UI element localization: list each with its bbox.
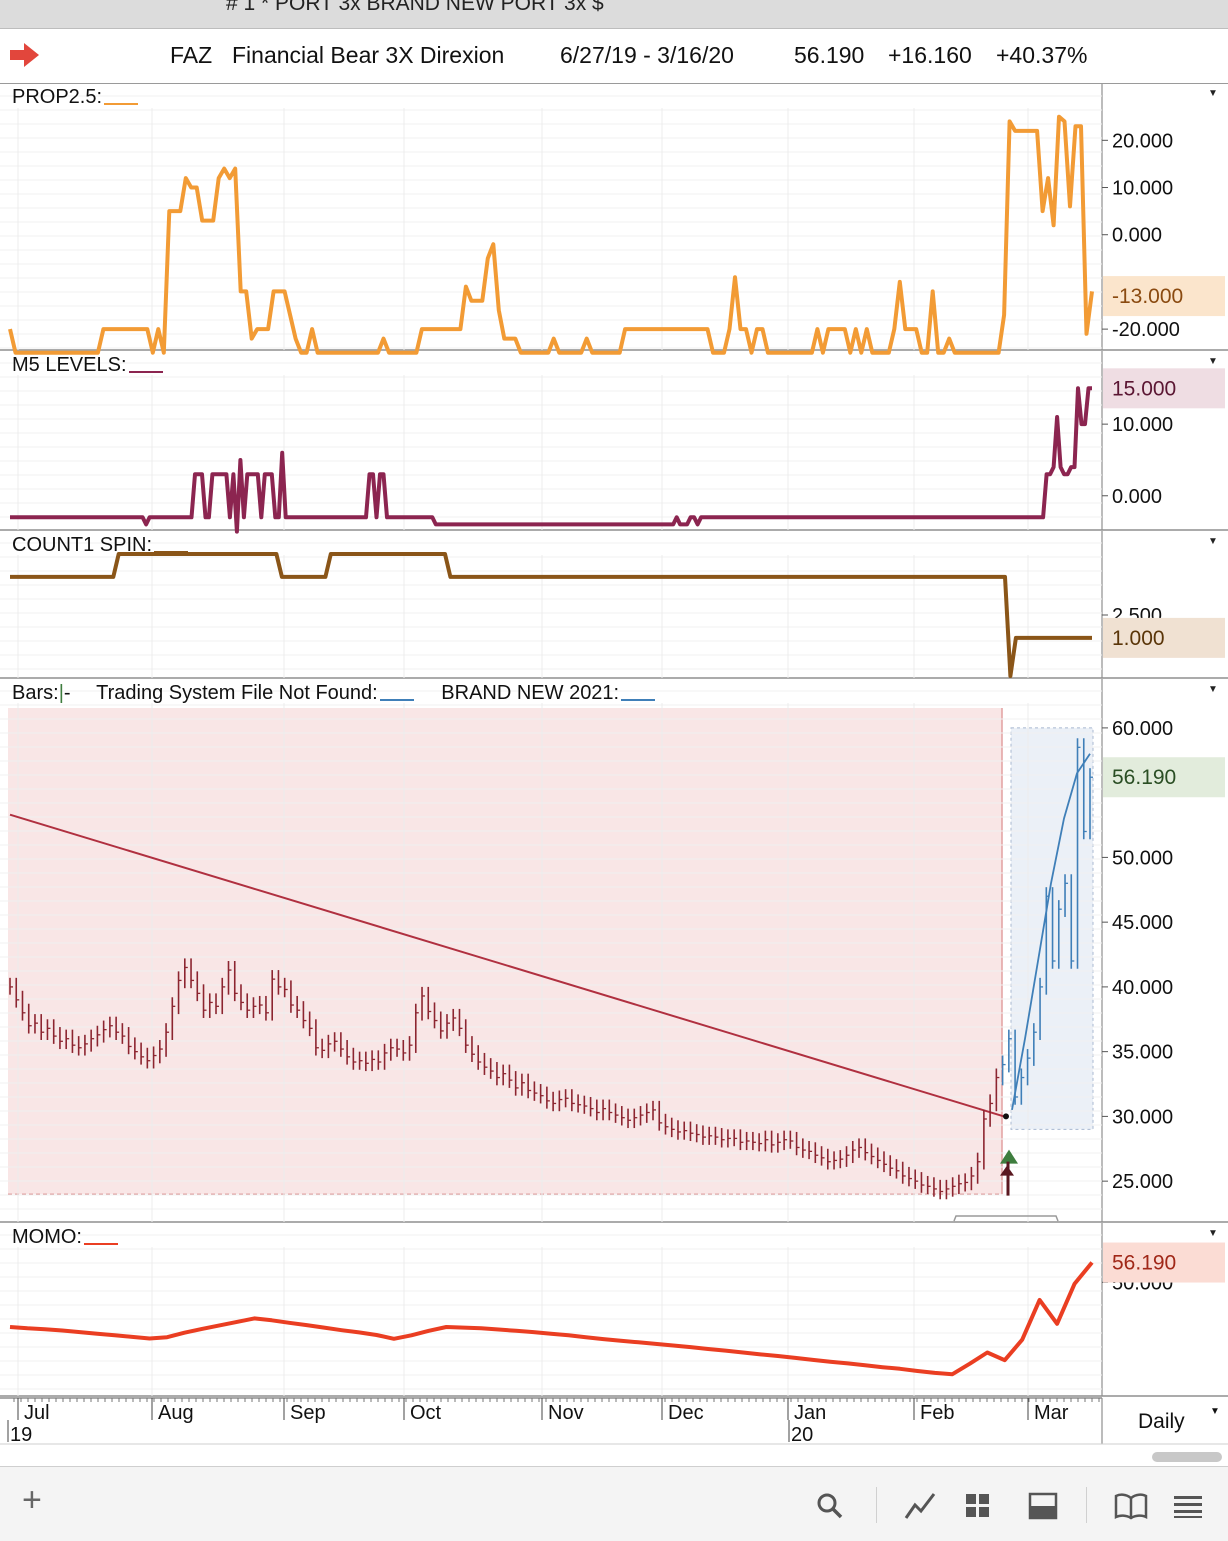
last-price: 56.190 (794, 42, 865, 68)
projection-line (1011, 753, 1091, 1111)
x-month-label: Nov (548, 1402, 584, 1424)
current-value-badge (1103, 1242, 1225, 1283)
prop-menu-caret-icon[interactable]: ▼ (1208, 88, 1218, 99)
buy-arrow-icon (1000, 1149, 1018, 1164)
y-tick-label: 10.000 (1112, 414, 1173, 436)
momo-menu-caret-icon[interactable]: ▼ (1208, 1228, 1218, 1239)
m5-menu-caret-icon[interactable]: ▼ (1208, 356, 1218, 367)
x-month-label: Aug (158, 1402, 194, 1424)
book-icon[interactable] (1114, 1492, 1148, 1520)
prop-pane[interactable]: 20.000 10.000 0.000 -20.000 -13.000 (0, 84, 1228, 355)
x-month-label: Sep (290, 1402, 326, 1424)
y-tick-label: 60.000 (1112, 718, 1173, 740)
window-title: # 1 * PORT 3x BRAND NEW PORT 3x $ (226, 0, 604, 15)
current-value-label: 1.000 (1112, 627, 1165, 650)
menu-icon[interactable] (1172, 1494, 1204, 1518)
x-month-label: Jul (24, 1402, 50, 1424)
bars-legend: Bars:|- Trading System File Not Found: B… (12, 682, 656, 705)
count-menu-caret-icon[interactable]: ▼ (1208, 536, 1218, 547)
current-value-badge (1103, 757, 1225, 798)
price-change: +16.160 (888, 42, 972, 68)
count-legend-swatch (154, 551, 189, 553)
brand-new-label: BRAND NEW 2021: (441, 682, 620, 704)
x-year-label: 19 (10, 1424, 32, 1446)
bottom-toolbar: + (0, 1466, 1228, 1541)
security-name: Financial Bear 3X Direxion (232, 42, 505, 68)
x-month-label: Jan (794, 1402, 826, 1424)
timeframe-caret-icon[interactable]: ▼ (1210, 1406, 1220, 1417)
x-axis: Jul Aug Sep Oct Nov Dec Jan Feb Mar 19 20 (0, 1397, 1228, 1446)
horizontal-scrollbar[interactable] (1152, 1452, 1222, 1462)
pane-resize-tab[interactable] (953, 1215, 1059, 1222)
count-legend: COUNT1 SPIN: (12, 534, 189, 557)
y-tick-label: 25.000 (1112, 1171, 1173, 1193)
chart-area[interactable]: 20.000 10.000 0.000 -20.000 -13.000 10.000 0.… (0, 84, 1228, 1446)
prop-legend-swatch (104, 103, 139, 105)
bars-menu-caret-icon[interactable]: ▼ (1208, 684, 1218, 695)
trend-endpoint (1003, 1113, 1009, 1120)
window-title-bar: # 1 * PORT 3x BRAND NEW PORT 3x $ (0, 0, 1228, 29)
timeframe-selector[interactable]: Daily (1138, 1410, 1185, 1433)
y-tick-label: 20.000 (1112, 130, 1173, 152)
momo-legend-swatch (84, 1243, 118, 1245)
grid-layout-icon[interactable] (964, 1492, 992, 1520)
price-bars-pane[interactable]: 60.000 50.000 45.000 40.000 35.000 30.000 25.0… (0, 679, 1228, 1223)
toolbar-separator (1086, 1487, 1087, 1523)
current-value-badge (1103, 276, 1225, 317)
y-tick-label: 45.000 (1112, 912, 1173, 934)
momo-series-line (9, 1261, 1094, 1377)
momo-legend: MOMO: (12, 1226, 118, 1249)
prop-series-line (8, 114, 1094, 355)
current-value-badge (1103, 617, 1225, 658)
x-month-label: Oct (410, 1402, 442, 1424)
count-series-line (10, 552, 1092, 678)
x-month-label: Feb (920, 1402, 954, 1424)
y-tick-label: 40.000 (1112, 977, 1173, 999)
m5-legend: M5 LEVELS: (12, 354, 163, 377)
count-title: COUNT1 SPIN: (12, 534, 153, 556)
add-icon[interactable]: + (22, 1481, 42, 1519)
toolbar-separator (876, 1487, 877, 1523)
signal-arrow-icon (1000, 1165, 1014, 1176)
x-year-label: 20 (791, 1424, 813, 1446)
x-month-label: Mar (1034, 1402, 1069, 1424)
brand-new-swatch (621, 699, 656, 701)
current-value-label: 15.000 (1112, 377, 1176, 400)
current-value-badge (1103, 368, 1225, 409)
price-change-percent: +40.37% (996, 42, 1088, 68)
trading-system-swatch (379, 699, 414, 701)
y-tick-label: 0.000 (1112, 225, 1162, 247)
symbol: FAZ (170, 42, 213, 68)
momo-title: MOMO: (12, 1226, 82, 1248)
y-tick-label: 10.000 (1112, 178, 1173, 200)
m5-levels-pane[interactable]: 10.000 0.000 15.000 (0, 351, 1228, 534)
current-value-label: 56.190 (1112, 766, 1176, 789)
x-month-label: Dec (668, 1402, 704, 1424)
forward-arrow-icon[interactable] (10, 42, 40, 68)
y-tick-label: 35.000 (1112, 1042, 1173, 1064)
bars-legend-tick: | (58, 682, 64, 704)
quote-header: FAZ Financial Bear 3X Direxion 6/27/19 -… (0, 29, 1228, 84)
draw-line-icon[interactable] (904, 1491, 936, 1521)
bars-legend-label: Bars: (12, 682, 59, 704)
y-tick-label: 30.000 (1112, 1106, 1173, 1128)
y-tick-label: 0.000 (1112, 486, 1162, 508)
y-tick-label: -20.000 (1112, 319, 1180, 341)
pane-layout-icon[interactable] (1028, 1492, 1058, 1520)
prop-title: PROP2.5: (12, 86, 103, 108)
current-value-label: 56.190 (1112, 1252, 1176, 1275)
m5-title: M5 LEVELS: (12, 354, 127, 376)
y-tick-label: 50.000 (1112, 847, 1173, 869)
date-range: 6/27/19 - 3/16/20 (560, 42, 734, 68)
m5-legend-swatch (128, 371, 163, 373)
m5-series-line (10, 386, 1092, 534)
prop-legend: PROP2.5: (12, 86, 139, 109)
trading-system-label: Trading System File Not Found: (96, 682, 378, 704)
trend-line (9, 813, 1005, 1118)
search-icon[interactable] (816, 1492, 844, 1520)
current-value-label: -13.000 (1112, 285, 1183, 308)
